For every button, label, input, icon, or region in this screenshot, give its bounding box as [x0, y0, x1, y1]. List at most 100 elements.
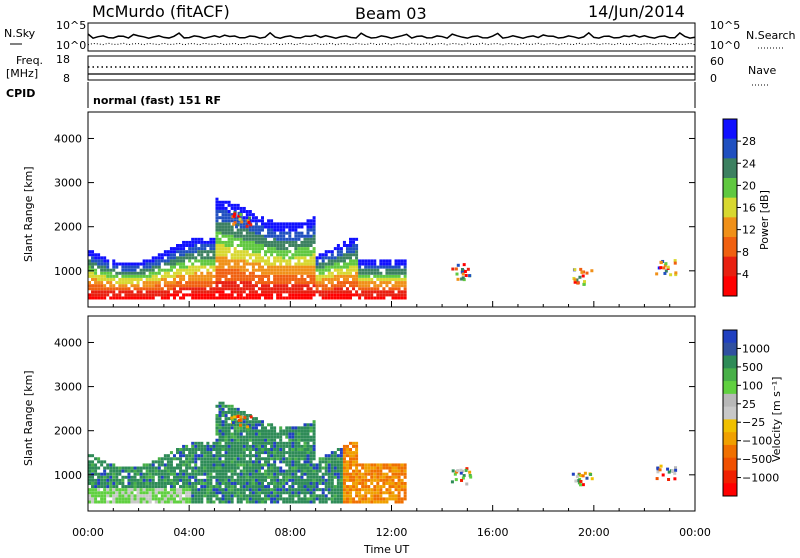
velocity-cell — [130, 497, 134, 501]
power-cell — [230, 268, 234, 272]
power-cell — [309, 234, 313, 238]
power-cell — [312, 277, 316, 281]
power-cell — [218, 265, 222, 269]
velocity-cell — [236, 463, 240, 467]
velocity-cell — [142, 466, 146, 470]
power-cell — [191, 293, 195, 297]
velocity-cell — [236, 432, 240, 436]
time-tick-label: 00:00 — [72, 526, 104, 539]
power-cell — [324, 290, 328, 294]
velocity-cell — [188, 491, 192, 495]
power-cell — [124, 271, 128, 275]
power-cell — [321, 274, 325, 278]
velocity-cell — [373, 466, 377, 470]
velocity-cell — [254, 500, 258, 504]
power-cell — [185, 240, 189, 244]
velocity-cell — [251, 423, 255, 427]
power-cell — [251, 234, 255, 238]
power-cell — [154, 287, 158, 291]
velocity-cell — [294, 451, 298, 455]
power-cell — [230, 206, 234, 210]
power-cell — [172, 271, 176, 275]
power-cell — [318, 256, 322, 260]
velocity-cell — [157, 466, 161, 470]
velocity-cell — [336, 497, 340, 501]
power-cell — [282, 247, 286, 251]
power-cell — [215, 231, 219, 235]
velocity-cell — [239, 478, 243, 482]
velocity-cell — [242, 423, 246, 427]
power-cell — [257, 228, 261, 232]
velocity-cell — [227, 423, 231, 427]
velocity-cell — [157, 500, 161, 504]
power-cell — [358, 293, 362, 297]
power-cell — [212, 237, 216, 241]
power-cell — [267, 228, 271, 232]
velocity-cell — [239, 488, 243, 492]
power-cell — [339, 274, 343, 278]
power-cell — [206, 281, 210, 285]
velocity-cell — [224, 435, 228, 439]
velocity-cell — [260, 444, 264, 448]
power-cell — [230, 256, 234, 260]
power-cell — [260, 259, 264, 263]
power-cell — [188, 265, 192, 269]
power-cell — [339, 281, 343, 285]
power-cell — [206, 244, 210, 247]
velocity-cell — [324, 472, 328, 476]
velocity-cell — [267, 463, 271, 467]
power-cell — [270, 225, 274, 229]
velocity-cell — [376, 466, 380, 470]
power-cell — [139, 274, 143, 278]
velocity-cell — [212, 444, 216, 448]
power-cell — [294, 290, 298, 294]
velocity-cell — [160, 491, 164, 495]
velocity-cell — [215, 444, 219, 448]
velocity-cell — [185, 454, 189, 458]
power-cell — [303, 284, 307, 288]
velocity-cell — [157, 469, 161, 473]
velocity-cell — [179, 448, 183, 451]
velocity-cell — [121, 469, 125, 473]
velocity-cell — [288, 457, 292, 461]
velocity-cell — [139, 485, 143, 489]
power-cell — [257, 250, 261, 254]
velocity-cell — [103, 497, 107, 501]
velocity-cell — [312, 451, 316, 455]
velocity-cell — [324, 463, 328, 467]
power-cell — [342, 244, 346, 247]
power-cell — [251, 265, 255, 269]
velocity-cell — [339, 472, 343, 476]
power-cell — [160, 290, 164, 294]
velocity-cell — [270, 491, 274, 495]
velocity-cell — [288, 466, 292, 470]
power-cell — [297, 234, 301, 238]
power-cell — [349, 259, 353, 263]
velocity-cell — [166, 500, 170, 504]
velocity-cell — [224, 457, 228, 461]
power-cell — [590, 269, 594, 273]
power-cell — [300, 274, 304, 278]
velocity-cell — [118, 478, 122, 482]
velocity-cell — [166, 460, 170, 464]
velocity-cell — [88, 491, 91, 495]
velocity-cell — [224, 448, 228, 451]
velocity-cell — [282, 441, 286, 445]
power-colorbar-tick-label: 20 — [742, 179, 756, 192]
power-cell — [100, 265, 104, 269]
power-cell — [194, 250, 198, 254]
velocity-cell — [221, 407, 225, 411]
power-cell — [221, 213, 225, 217]
velocity-cell — [248, 435, 252, 439]
power-cell — [327, 271, 331, 275]
power-cell — [179, 250, 183, 254]
power-cell — [339, 296, 343, 300]
power-cell — [133, 293, 137, 297]
velocity-cell — [373, 491, 377, 495]
power-cell — [248, 234, 252, 238]
velocity-cell — [254, 432, 258, 436]
velocity-cell — [342, 500, 346, 504]
velocity-cell — [309, 423, 313, 427]
velocity-cell — [203, 444, 207, 448]
velocity-cell — [106, 500, 110, 504]
